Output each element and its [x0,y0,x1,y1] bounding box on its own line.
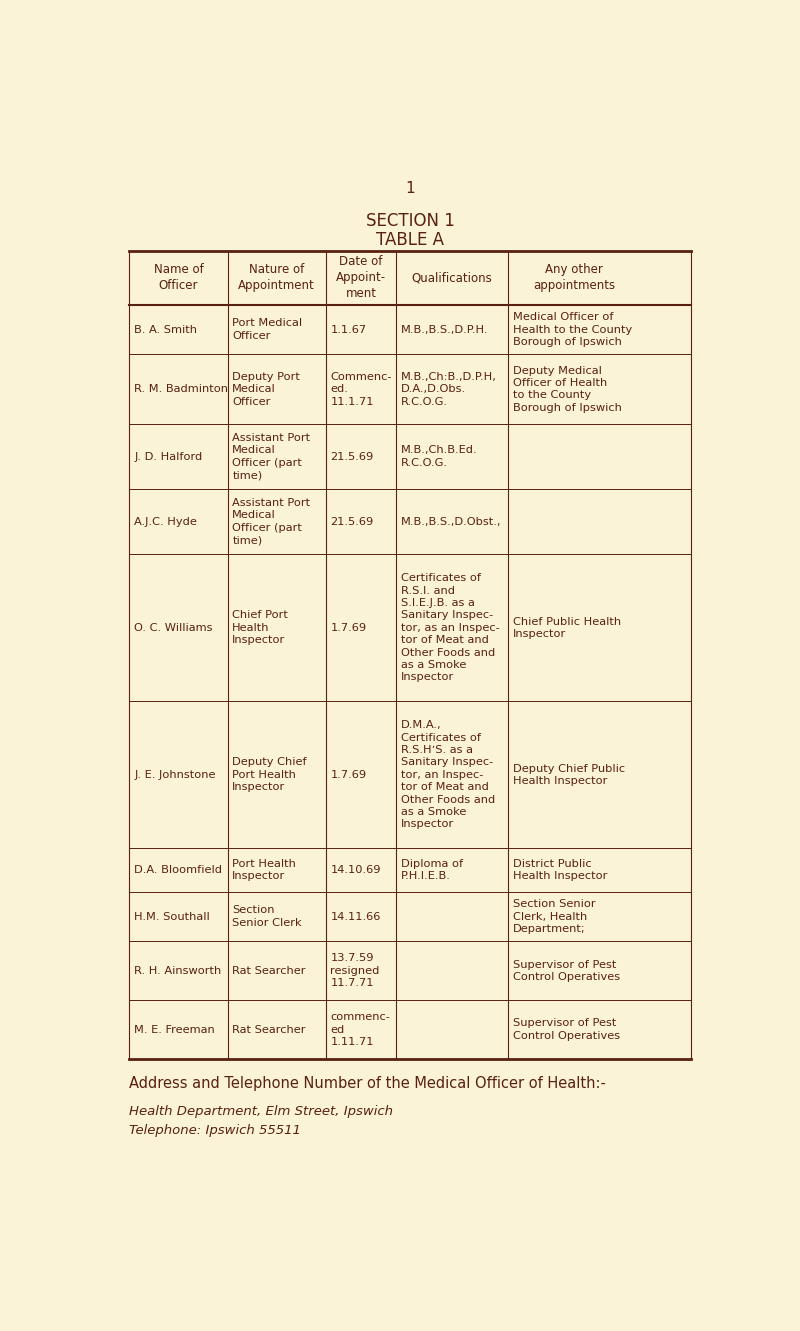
Text: Nature of
Appointment: Nature of Appointment [238,264,315,293]
Text: Rat Searcher: Rat Searcher [232,966,306,976]
Text: Name of
Officer: Name of Officer [154,264,203,293]
Text: 1: 1 [405,181,415,196]
Text: Certificates of
R.S.I. and
S.I.E.J.B. as a
Sanitary Inspec-
tor, as an Inspec-
t: Certificates of R.S.I. and S.I.E.J.B. as… [401,574,499,683]
Text: M. E. Freeman: M. E. Freeman [134,1025,215,1034]
Text: Rat Searcher: Rat Searcher [232,1025,306,1034]
Text: M.B.,B.S.,D.Obst.,: M.B.,B.S.,D.Obst., [401,516,501,527]
Text: 13.7.59
resigned
11.7.71: 13.7.59 resigned 11.7.71 [330,953,380,988]
Text: J. D. Halford: J. D. Halford [134,451,202,462]
Text: R. H. Ainsworth: R. H. Ainsworth [134,966,222,976]
Text: 1.7.69: 1.7.69 [330,769,366,780]
Text: J. E. Johnstone: J. E. Johnstone [134,769,216,780]
Text: Section
Senior Clerk: Section Senior Clerk [232,905,302,928]
Text: commenc-
ed
1.11.71: commenc- ed 1.11.71 [330,1013,390,1047]
Text: A.J.C. Hyde: A.J.C. Hyde [134,516,197,527]
Text: Port Health
Inspector: Port Health Inspector [232,858,296,881]
Text: District Public
Health Inspector: District Public Health Inspector [513,858,607,881]
Text: Deputy Chief
Port Health
Inspector: Deputy Chief Port Health Inspector [232,757,307,792]
Text: M.B.,B.S.,D.P.H.: M.B.,B.S.,D.P.H. [401,325,488,334]
Text: Medical Officer of
Health to the County
Borough of Ipswich: Medical Officer of Health to the County … [513,313,632,347]
Text: Assistant Port
Medical
Officer (part
time): Assistant Port Medical Officer (part tim… [232,433,310,480]
Text: Supervisor of Pest
Control Operatives: Supervisor of Pest Control Operatives [513,1018,620,1041]
Text: SECTION 1: SECTION 1 [366,212,454,230]
Text: Telephone: Ipswich 55511: Telephone: Ipswich 55511 [130,1123,302,1137]
Text: 21.5.69: 21.5.69 [330,516,374,527]
Text: Section Senior
Clerk, Health
Department;: Section Senior Clerk, Health Department; [513,900,595,934]
Text: Chief Port
Health
Inspector: Chief Port Health Inspector [232,611,288,646]
Text: 1.7.69: 1.7.69 [330,623,366,632]
Text: 21.5.69: 21.5.69 [330,451,374,462]
Text: Diploma of
P.H.I.E.B.: Diploma of P.H.I.E.B. [401,858,462,881]
Text: Address and Telephone Number of the Medical Officer of Health:-: Address and Telephone Number of the Medi… [130,1075,606,1091]
Text: 14.10.69: 14.10.69 [330,865,381,874]
Text: Chief Public Health
Inspector: Chief Public Health Inspector [513,616,621,639]
Text: 1.1.67: 1.1.67 [330,325,366,334]
Text: Commenc-
ed.
11.1.71: Commenc- ed. 11.1.71 [330,371,392,406]
Text: B. A. Smith: B. A. Smith [134,325,197,334]
Text: TABLE A: TABLE A [376,230,444,249]
Text: Supervisor of Pest
Control Operatives: Supervisor of Pest Control Operatives [513,960,620,982]
Text: Health Department, Elm Street, Ipswich: Health Department, Elm Street, Ipswich [130,1105,394,1118]
Text: D.A. Bloomfield: D.A. Bloomfield [134,865,222,874]
Text: Date of
Appoint-
ment: Date of Appoint- ment [336,256,386,301]
Text: M.B.,Ch.B.Ed.
R.C.O.G.: M.B.,Ch.B.Ed. R.C.O.G. [401,446,478,467]
Text: R. M. Badminton: R. M. Badminton [134,385,228,394]
Text: Qualifications: Qualifications [412,272,493,285]
Text: Deputy Port
Medical
Officer: Deputy Port Medical Officer [232,371,300,406]
Text: Any other
appointments: Any other appointments [533,264,615,293]
Text: Deputy Chief Public
Health Inspector: Deputy Chief Public Health Inspector [513,764,625,787]
Text: M.B.,Ch:B.,D.P.H,
D.A.,D.Obs.
R.C.O.G.: M.B.,Ch:B.,D.P.H, D.A.,D.Obs. R.C.O.G. [401,371,497,406]
Text: O. C. Williams: O. C. Williams [134,623,213,632]
Text: 14.11.66: 14.11.66 [330,912,381,921]
Text: Port Medical
Officer: Port Medical Officer [232,318,302,341]
Text: Deputy Medical
Officer of Health
to the County
Borough of Ipswich: Deputy Medical Officer of Health to the … [513,366,622,413]
Text: H.M. Southall: H.M. Southall [134,912,210,921]
Text: D.M.A.,
Certificates of
R.S.HʼS. as a
Sanitary Inspec-
tor, an Inspec-
tor of Me: D.M.A., Certificates of R.S.HʼS. as a Sa… [401,720,495,829]
Text: Assistant Port
Medical
Officer (part
time): Assistant Port Medical Officer (part tim… [232,498,310,546]
